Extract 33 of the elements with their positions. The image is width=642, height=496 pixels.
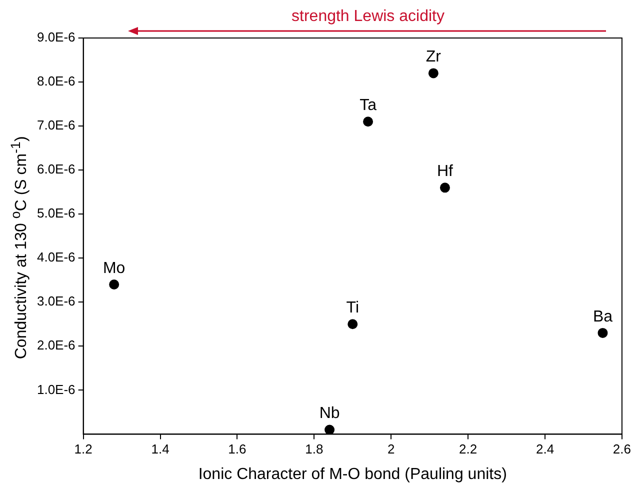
point <box>440 182 450 193</box>
y-tick-label: 8.0E-6 <box>36 74 76 89</box>
annotation: Nb <box>319 405 340 422</box>
x-axis-title: Ionic Character of M-O bond (Pauling units) <box>198 466 507 483</box>
y-tick-label: 3.0E-6 <box>36 294 76 309</box>
point <box>324 424 335 434</box>
x-tick-label: 2.4 <box>536 442 554 457</box>
x-tick-label: 2.6 <box>612 442 632 457</box>
annotation: Ti <box>346 300 359 317</box>
annotation: Mo <box>102 260 126 277</box>
point <box>348 319 358 330</box>
y-tick-label: 2.0E-6 <box>36 338 76 353</box>
x-tick-label: 1.2 <box>74 442 92 457</box>
y-tick-label: 9.0E-6 <box>36 30 76 45</box>
y-tick-label: 6.0E-6 <box>36 162 76 177</box>
y-tick-label: 4.0E-6 <box>36 250 76 265</box>
point <box>598 328 608 338</box>
x-tick-label: 1.8 <box>305 442 324 457</box>
x-tick-label: 2.2 <box>459 442 478 457</box>
point <box>109 280 120 290</box>
x-tick-label: 1.6 <box>228 442 246 457</box>
y-tick-label: 5.0E-6 <box>36 206 76 221</box>
y-tick-label: 7.0E-6 <box>36 118 76 133</box>
y-tick-label: 1.0E-6 <box>36 382 76 397</box>
annotation: Ta <box>360 97 377 114</box>
annotation: Ba <box>592 308 613 326</box>
point <box>363 116 374 127</box>
text: strength Lewis acidity <box>290 8 446 26</box>
point <box>428 68 438 78</box>
annotation: Zr <box>426 48 442 66</box>
annotation: Hf <box>436 163 454 180</box>
x-tick-label: 2 <box>387 442 395 457</box>
x-tick-label: 1.4 <box>151 442 170 457</box>
